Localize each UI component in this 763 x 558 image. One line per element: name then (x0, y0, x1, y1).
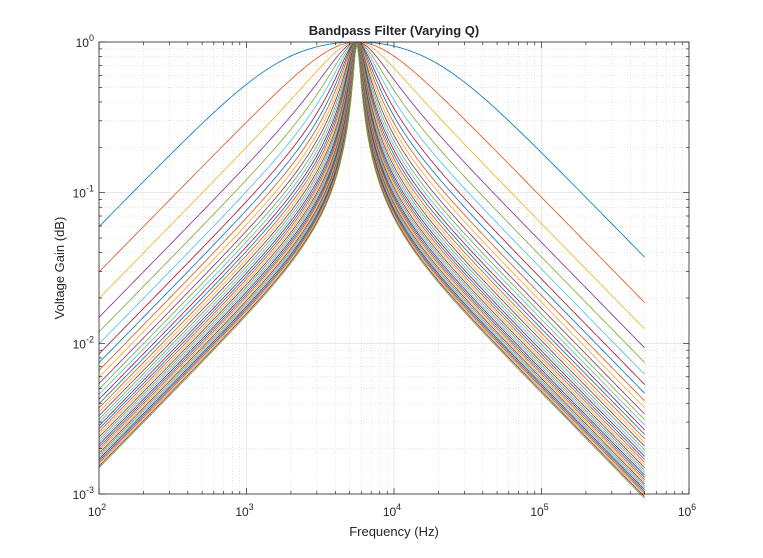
series-line (98, 41, 645, 421)
series-line (98, 41, 645, 447)
axis-ticks (98, 41, 690, 495)
series-line (98, 40, 645, 471)
series-line (98, 41, 645, 385)
series-line (98, 41, 645, 375)
y-tick-labels: 10-3 10-2 10-1 100 (73, 33, 94, 502)
series-line (98, 41, 645, 258)
series-line (98, 41, 645, 409)
series-line (98, 41, 645, 454)
series-line (98, 41, 645, 415)
series-line (98, 41, 645, 443)
series-line (98, 41, 645, 460)
series-line (98, 40, 645, 463)
chart-title: Bandpass Filter (Varying Q) (309, 23, 480, 38)
series-line (98, 41, 645, 457)
series-line (98, 40, 645, 474)
y-tick-label: 10-2 (73, 334, 94, 351)
series-line (98, 42, 645, 480)
series-line (98, 42, 645, 476)
series-line (98, 41, 645, 363)
series-line (98, 41, 645, 402)
series-line (98, 42, 645, 485)
x-tick-label: 105 (530, 502, 548, 519)
y-axis-label: Voltage Gain (dB) (52, 217, 67, 320)
x-tick-label: 104 (383, 502, 401, 519)
x-tick-labels: 102 103 104 105 106 (88, 502, 696, 519)
series-line (98, 40, 645, 466)
series-line (98, 41, 645, 330)
series-lines (98, 40, 645, 499)
series-line (98, 41, 645, 439)
x-tick-label: 103 (235, 502, 253, 519)
series-line (98, 42, 645, 499)
series-line (98, 42, 645, 487)
series-line (98, 41, 645, 394)
y-tick-label: 10-1 (73, 184, 94, 201)
series-line (98, 42, 645, 483)
series-line (98, 41, 645, 431)
x-tick-label: 106 (678, 502, 696, 519)
series-line (98, 40, 645, 469)
series-line (98, 41, 645, 451)
series-line (98, 41, 645, 349)
series-line (98, 42, 645, 478)
y-tick-label: 10-3 (73, 485, 94, 502)
x-axis-label: Frequency (Hz) (349, 524, 439, 539)
series-line (98, 41, 645, 435)
series-line (98, 41, 645, 426)
y-tick-label: 100 (76, 33, 94, 50)
series-line (98, 41, 645, 303)
x-tick-label: 102 (88, 502, 106, 519)
